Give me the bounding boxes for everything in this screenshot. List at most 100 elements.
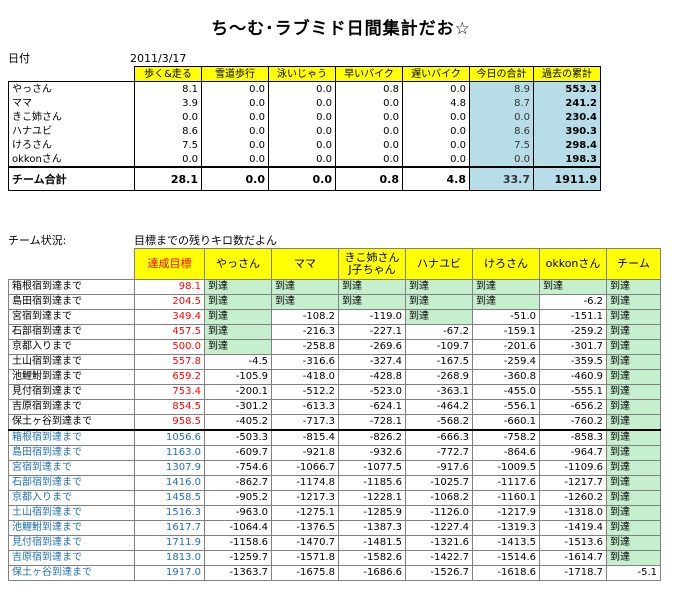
- goal-remaining-cell: -1376.5: [271, 520, 339, 536]
- goal-remaining-cell: -666.3: [405, 429, 473, 446]
- goal-name: 池鯉鮒到達まで: [8, 369, 135, 385]
- goal-remaining-cell: 到達: [606, 414, 661, 431]
- goal-distance: 1516.3: [134, 505, 205, 521]
- goal-name: 吉原宿到達まで: [8, 399, 135, 415]
- goal-row: 京都入りまで 1458.5 -905.2 -1217.3 -1228.1 -1068.2-…: [8, 490, 661, 506]
- goal-row: 箱根宿到達まで 98.1 到達 到達 到達 到達 到達 到達 到達: [8, 279, 661, 295]
- goal-remaining-cell: -455.0: [472, 384, 540, 400]
- goal-name: 京都入りまで: [8, 490, 135, 506]
- goal-distance: 204.5: [134, 294, 205, 310]
- goal-distance: 1056.6: [134, 429, 205, 446]
- goal-remaining-cell: -4.5: [204, 354, 272, 370]
- goal-remaining-cell: -555.1: [539, 384, 607, 400]
- goal-distance: 1617.7: [134, 520, 205, 536]
- goal-remaining-cell: -1160.1: [472, 490, 540, 506]
- goal-remaining-cell: -932.6: [338, 445, 406, 461]
- goal-distance: 557.8: [134, 354, 205, 370]
- goal-remaining-cell: -67.2: [405, 324, 473, 340]
- summary-cell: 0.0: [201, 152, 269, 168]
- goal-remaining-cell: -1217.7: [539, 475, 607, 491]
- goal-remaining-cell: -963.0: [204, 505, 272, 521]
- goal-remaining-cell: -428.8: [338, 369, 406, 385]
- goal-remaining-cell: -1614.7: [539, 550, 607, 566]
- goal-remaining-cell: -5.1: [606, 565, 661, 581]
- goal-distance: 1416.0: [134, 475, 205, 491]
- goal-remaining-cell: -964.7: [539, 445, 607, 461]
- goal-remaining-cell: -1064.4: [204, 520, 272, 536]
- goal-remaining-cell: -1618.6: [472, 565, 540, 581]
- goal-progress-table: 達成目標 やっさん ママ きこ姉さん J子ちゃん ハナユビ けろさん okkonさん チーム 箱…: [8, 248, 661, 581]
- summary-cell: 0.0: [201, 138, 269, 152]
- summary-header-cell: 歩く&走る: [134, 66, 202, 82]
- participant-name: ママ: [8, 96, 135, 110]
- goal-name: 石部宿到達まで: [8, 324, 135, 340]
- goal-remaining-cell: -1066.7: [271, 460, 339, 476]
- summary-cell: 0.8: [335, 81, 403, 96]
- goal-remaining-cell: -460.9: [539, 369, 607, 385]
- goal-row: 保土ヶ谷到達まで 958.5 -405.2 -717.3 -728.1 -568.2 -66…: [8, 414, 661, 431]
- summary-cell: 0.0: [335, 152, 403, 168]
- team-total-label: チーム合計: [8, 167, 135, 191]
- goal-header-row: 達成目標 やっさん ママ きこ姉さん J子ちゃん ハナユビ けろさん okkonさん チーム: [8, 248, 661, 280]
- goal-name: 見付宿到達まで: [8, 384, 135, 400]
- summary-cell: 8.6: [469, 124, 534, 138]
- status-label: チーム状況:: [8, 234, 67, 247]
- goal-remaining-cell: -259.4: [472, 354, 540, 370]
- goal-remaining-cell: -1228.1: [338, 490, 406, 506]
- goal-remaining-cell: 到達: [606, 445, 661, 461]
- goal-remaining-cell: 到達: [405, 294, 473, 310]
- summary-cell: 0.0: [268, 110, 336, 124]
- goal-remaining-cell: -151.1: [539, 309, 607, 325]
- summary-cell: 0.0: [268, 81, 336, 96]
- goal-remaining-cell: -1363.7: [204, 565, 272, 581]
- goal-row: 宮宿到達まで 1307.9 -754.6 -1066.7 -1077.5 -917.6 -1…: [8, 460, 661, 476]
- goal-header-blank: [8, 248, 135, 280]
- goal-remaining-cell: -269.6: [338, 339, 406, 355]
- summary-cell: 0.0: [201, 81, 269, 96]
- goal-remaining-cell: -1285.9: [338, 505, 406, 521]
- goal-remaining-cell: -51.0: [472, 309, 540, 325]
- summary-cell: 0.0: [268, 152, 336, 168]
- summary-header-cell: 遅いバイク: [402, 66, 470, 82]
- goal-remaining-cell: -1077.5: [338, 460, 406, 476]
- summary-header-blank: [8, 66, 135, 82]
- goal-row: 池鯉鮒到達まで 1617.7 -1064.4 -1376.5 -1387.3 -1227.…: [8, 520, 661, 536]
- goal-remaining-cell: 到達: [204, 339, 272, 355]
- goal-remaining-cell: -201.6: [472, 339, 540, 355]
- goal-remaining-cell: -200.1: [204, 384, 272, 400]
- goal-remaining-cell: -360.8: [472, 369, 540, 385]
- summary-cell: 198.3: [533, 152, 601, 168]
- goal-row: 池鯉鮒到達まで 659.2 -105.9 -418.0 -428.8 -268.9 -360…: [8, 369, 661, 385]
- goal-remaining-cell: 到達: [606, 294, 661, 310]
- goal-remaining-cell: -754.6: [204, 460, 272, 476]
- goal-name: 土山宿到達まで: [8, 354, 135, 370]
- goal-body: 箱根宿到達まで 98.1 到達 到達 到達 到達 到達 到達 到達 島田宿到達まで 204.5 到達到…: [8, 279, 661, 581]
- team-total-cell: 0.0: [201, 167, 269, 191]
- goal-name: 石部宿到達まで: [8, 475, 135, 491]
- summary-cell: 3.9: [134, 96, 202, 110]
- participant-name: ハナユビ: [8, 124, 135, 138]
- goal-row: 石部宿到達まで 457.5 到達 -216.3 -227.1 -67.2 -159.1 -25…: [8, 324, 661, 340]
- summary-row: ハナユビ 8.6 0.0 0.0 0.0 0.0 8.6 390.3: [8, 124, 601, 138]
- goal-row: 土山宿到達まで 1516.3 -963.0 -1275.1 -1285.9 -1126.0…: [8, 505, 661, 521]
- goal-distance: 753.4: [134, 384, 205, 400]
- goal-remaining-cell: -316.6: [271, 354, 339, 370]
- goal-remaining-cell: -405.2: [204, 414, 272, 431]
- goal-remaining-cell: -609.7: [204, 445, 272, 461]
- goal-remaining-cell: -613.3: [271, 399, 339, 415]
- goal-row: 箱根宿到達まで 1056.6 -503.3 -815.4 -826.2 -666.3 -75…: [8, 429, 661, 446]
- goal-remaining-cell: 到達: [606, 550, 661, 566]
- goal-distance: 1813.0: [134, 550, 205, 566]
- goal-remaining-cell: -1481.5: [338, 535, 406, 551]
- goal-header-cell: やっさん: [204, 248, 272, 280]
- goal-remaining-cell: -758.2: [472, 429, 540, 446]
- goal-remaining-cell: -1526.7: [405, 565, 473, 581]
- goal-header-cell: 達成目標: [134, 248, 205, 280]
- goal-remaining-cell: 到達: [204, 324, 272, 340]
- summary-cell: 0.0: [402, 81, 470, 96]
- goal-remaining-cell: 到達: [405, 279, 473, 295]
- goal-remaining-cell: -105.9: [204, 369, 272, 385]
- goal-remaining-cell: 到達: [338, 279, 406, 295]
- participant-name: けろさん: [8, 138, 135, 152]
- goal-distance: 1711.9: [134, 535, 205, 551]
